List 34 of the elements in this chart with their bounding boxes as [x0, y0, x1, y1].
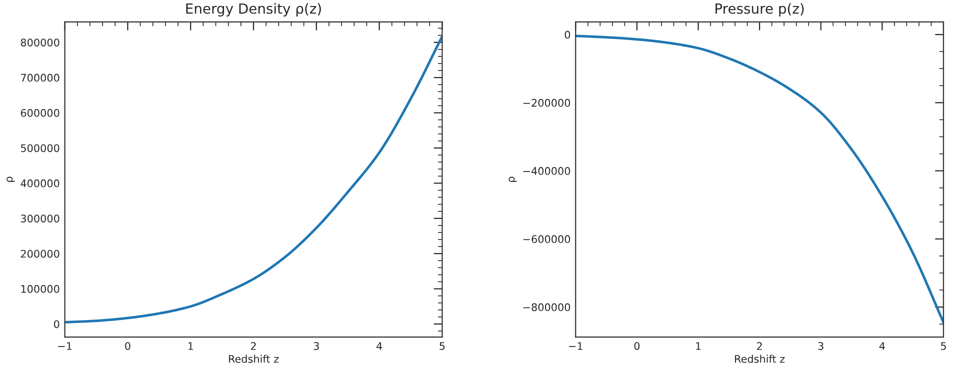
y-tick-label: 200000 — [20, 250, 60, 258]
y-tick-label: 700000 — [21, 74, 60, 82]
x-tick-label: −1 — [58, 342, 72, 350]
x-tick-label: 5 — [940, 342, 946, 350]
x-tick-label: 2 — [756, 342, 762, 350]
x-tick-label: −1 — [569, 342, 582, 350]
x-tick-label: 0 — [125, 342, 130, 350]
y-tick-label: 400000 — [20, 179, 60, 188]
x-tick-label: 0 — [634, 342, 640, 350]
x-tick-label: 3 — [818, 342, 824, 350]
y-tick-label: −800000 — [523, 303, 570, 312]
chart-title: Energy Density ρ(z) — [186, 3, 321, 17]
x-axis-title: Redshift z — [228, 354, 279, 363]
x-tick-label: 5 — [440, 342, 445, 350]
y-tick-label: −200000 — [523, 98, 570, 107]
x-tick-label: 1 — [696, 342, 701, 350]
y-tick-label: 0 — [564, 30, 570, 39]
y-tick-label: 300000 — [20, 214, 60, 222]
y-axis-title: ρ — [508, 176, 517, 182]
x-tick-label: 3 — [314, 342, 319, 350]
y-tick-label: 800000 — [20, 38, 60, 46]
y-tick-label: 0 — [54, 320, 60, 328]
x-axis-title: Redshift z — [735, 354, 785, 363]
x-tick-label: 2 — [250, 342, 256, 350]
y-tick-label: 500000 — [20, 144, 60, 152]
x-tick-label: 4 — [879, 342, 885, 350]
x-tick-label: 1 — [188, 342, 193, 350]
x-tick-label: 4 — [376, 342, 382, 350]
y-tick-label: 100000 — [21, 285, 60, 293]
chart-title: Pressure p(z) — [716, 3, 804, 17]
y-tick-label: −400000 — [523, 167, 570, 175]
y-tick-label: −600000 — [523, 235, 570, 244]
y-axis-title: ρ — [6, 176, 15, 182]
y-tick-label: 600000 — [20, 109, 60, 117]
